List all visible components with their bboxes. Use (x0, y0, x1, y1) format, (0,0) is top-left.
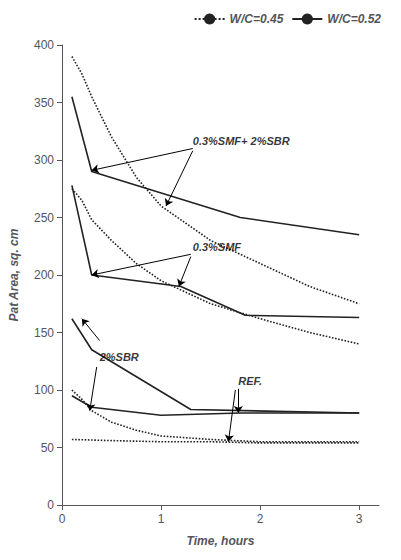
svg-text:0.3%SMF: 0.3%SMF (193, 241, 242, 253)
svg-text:W/C=0.45: W/C=0.45 (230, 12, 284, 26)
svg-text:Pat Area, sq. cm: Pat Area, sq. cm (7, 228, 21, 321)
svg-text:50: 50 (41, 441, 55, 455)
svg-text:3: 3 (356, 512, 363, 526)
svg-text:W/C=0.52: W/C=0.52 (327, 12, 381, 26)
svg-text:2: 2 (257, 512, 264, 526)
svg-text:REF.: REF. (238, 375, 262, 387)
svg-text:250: 250 (34, 211, 54, 225)
svg-text:1: 1 (158, 512, 165, 526)
svg-text:0: 0 (47, 498, 54, 512)
svg-text:200: 200 (34, 268, 54, 282)
svg-text:0: 0 (59, 512, 66, 526)
svg-text:Time, hours: Time, hours (187, 534, 255, 548)
svg-text:400: 400 (34, 38, 54, 52)
svg-text:300: 300 (34, 153, 54, 167)
svg-text:2%SBR: 2%SBR (99, 351, 139, 363)
svg-text:0.3%SMF+ 2%SBR: 0.3%SMF+ 2%SBR (193, 135, 290, 147)
svg-text:350: 350 (34, 96, 54, 110)
svg-text:150: 150 (34, 326, 54, 340)
svg-text:100: 100 (34, 383, 54, 397)
